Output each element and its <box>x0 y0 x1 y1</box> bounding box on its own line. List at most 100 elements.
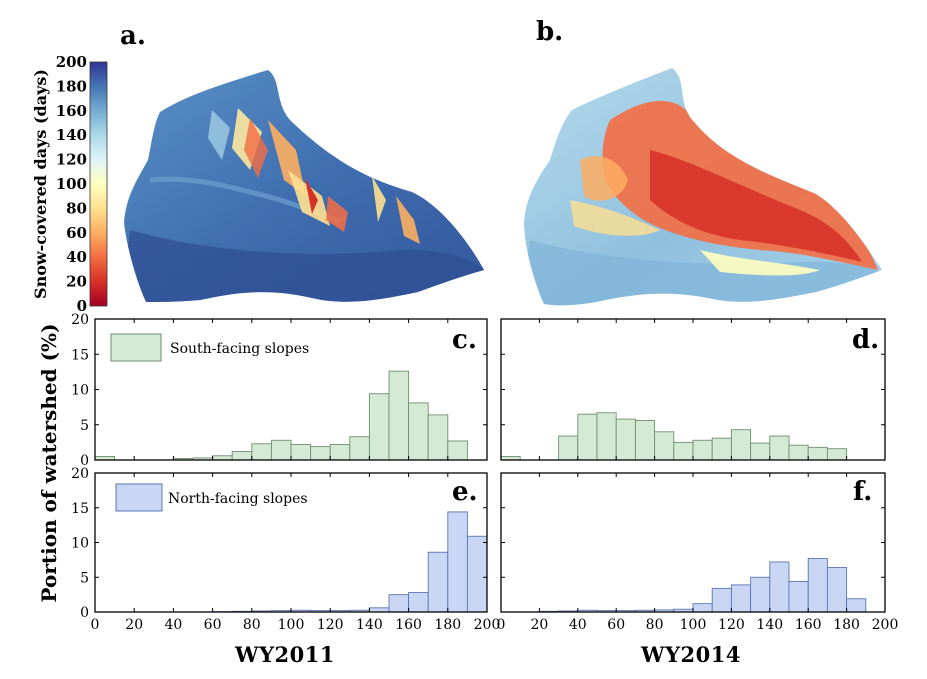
legend-south-label: South-facing slopes <box>170 341 309 357</box>
map-panel-b: b. <box>524 17 882 306</box>
histogram-bar <box>329 444 351 461</box>
x-tick-label: 140 <box>756 617 783 633</box>
colorbar-tick-label: 200 <box>56 53 87 71</box>
x-tick-label: 80 <box>646 617 664 633</box>
x-tick-label: 200 <box>474 617 501 633</box>
x-tick-label: 160 <box>395 617 422 633</box>
histogram-bar <box>711 587 732 613</box>
colorbar-ticks: 0 20 40 60 80 100 120 140 160 180 200 <box>56 53 87 315</box>
map-a-watershed <box>124 70 484 302</box>
histogram-bar <box>596 412 617 461</box>
histogram-bar <box>577 413 598 461</box>
panel-label-a: a. <box>120 21 146 51</box>
xlabel-left: WY2011 <box>234 642 335 667</box>
colorbar-gradient <box>89 61 108 307</box>
colorbar-tick-label: 80 <box>66 199 87 217</box>
histogram-bar <box>769 435 790 461</box>
y-tick-label: 5 <box>80 570 89 586</box>
histogram-panel-d: d. <box>500 318 886 461</box>
histogram-bar <box>730 584 752 613</box>
x-tick-label: 20 <box>125 617 143 633</box>
x-tick-label: 40 <box>164 617 182 633</box>
x-tick-label: 120 <box>718 617 745 633</box>
legend-south-swatch <box>110 333 162 362</box>
histogram-bar <box>788 580 809 613</box>
x-tick-label: 140 <box>356 617 383 633</box>
histogram-bar <box>466 535 488 613</box>
y-tick-label: 20 <box>71 466 89 482</box>
histogram-bar <box>408 592 429 613</box>
colorbar-tick-label: 0 <box>77 297 87 315</box>
panel-label-d: d. <box>852 325 879 355</box>
histogram-bar <box>807 446 828 461</box>
histogram-bar <box>615 418 636 461</box>
colorbar-tick-label: 140 <box>56 126 87 144</box>
histogram-bar <box>558 435 579 461</box>
map-panel-a: a. <box>120 21 484 302</box>
colorbar: 0 20 40 60 80 100 120 140 160 180 200 Snow-covered… <box>31 53 108 315</box>
histogram-bar <box>692 439 713 461</box>
x-tick-label: 100 <box>680 617 707 633</box>
x-tick-label: 120 <box>317 617 344 633</box>
x-tick-label: 0 <box>497 617 506 633</box>
colorbar-title: Snow-covered days (days) <box>31 69 50 299</box>
histogram-bar <box>634 420 656 461</box>
histogram-bar <box>692 603 713 613</box>
legend-north: North-facing slopes <box>115 483 308 512</box>
histogram-bar <box>388 370 410 461</box>
histogram-bar <box>711 437 732 461</box>
colorbar-tick-label: 120 <box>56 151 87 169</box>
x-tick-label: 200 <box>872 617 899 633</box>
colorbar-tick-label: 40 <box>66 248 87 266</box>
histogram-bar <box>388 594 410 613</box>
panel-label-c: c. <box>452 325 477 355</box>
shared-ylabel: Portion of watershed (%) <box>37 323 61 602</box>
histogram-bar <box>427 551 449 613</box>
histogram-bar <box>231 451 253 461</box>
x-tick-label: 160 <box>795 617 822 633</box>
x-tick-label: 40 <box>569 617 587 633</box>
panel-label-b: b. <box>536 17 563 47</box>
legend-north-swatch <box>115 483 163 512</box>
histogram-bar <box>730 429 752 461</box>
xlabel-right: WY2014 <box>640 642 741 667</box>
colorbar-tick-label: 180 <box>56 77 87 95</box>
y-tick-label: 15 <box>71 501 89 517</box>
histogram-panel-f: 0 20 40 60 80 100 120 140 160 180 200 f. <box>497 472 899 633</box>
histogram-bar <box>807 558 828 613</box>
histogram-bar <box>427 414 449 461</box>
x-tick-label: 20 <box>530 617 548 633</box>
histogram-bar <box>750 576 771 613</box>
panel-label-e: e. <box>452 477 478 507</box>
histogram-bar <box>368 393 390 461</box>
y-tick-label: 20 <box>71 312 89 328</box>
legend-south: South-facing slopes <box>110 333 309 362</box>
histogram-panel-c: 0 5 10 15 20 c. <box>71 312 488 469</box>
histogram-bar <box>270 439 292 461</box>
histogram-bar <box>310 446 331 461</box>
histogram-panel-e: 0 20 40 60 80 100 120 140 160 180 200 0 5 10 15 20 e. <box>71 466 500 633</box>
y-tick-label: 15 <box>71 347 89 363</box>
histogram-bar <box>769 561 790 613</box>
map-b-watershed <box>524 68 882 306</box>
histogram-bar <box>349 436 370 461</box>
colorbar-tick-label: 60 <box>66 224 87 242</box>
x-tick-label: 80 <box>243 617 261 633</box>
y-tick-label: 0 <box>80 605 89 621</box>
x-tick-label: 0 <box>91 617 100 633</box>
colorbar-tick-label: 100 <box>56 175 87 193</box>
x-tick-label: 180 <box>434 617 461 633</box>
histogram-bar <box>826 448 848 461</box>
x-tick-label: 60 <box>607 617 625 633</box>
panel-label-f: f. <box>853 477 872 507</box>
histogram-bar <box>447 511 468 613</box>
histogram-bar <box>251 443 272 461</box>
legend-north-label: North-facing slopes <box>168 491 308 507</box>
histogram-bar <box>673 441 694 461</box>
histogram-bar <box>654 431 675 461</box>
y-tick-label: 0 <box>80 453 89 469</box>
x-tick-label: 60 <box>204 617 222 633</box>
x-tick-label: 180 <box>833 617 860 633</box>
x-tick-label: 100 <box>278 617 305 633</box>
